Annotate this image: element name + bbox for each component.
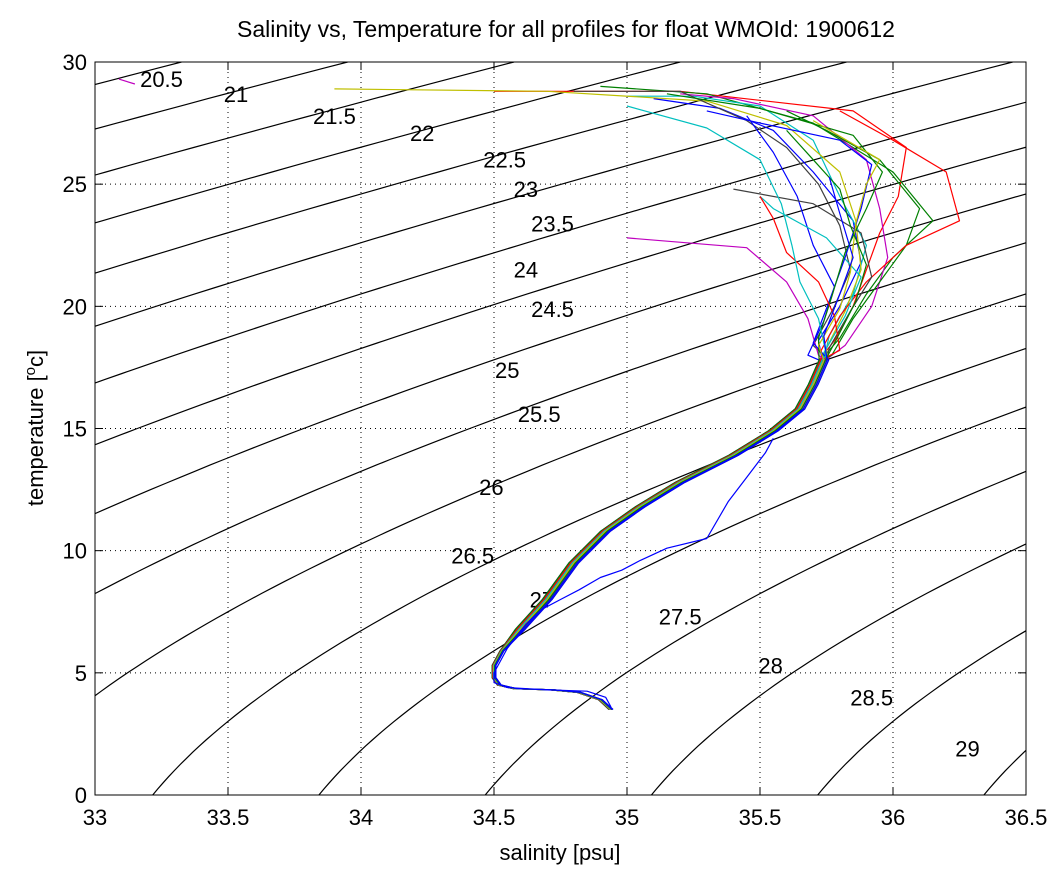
profile-line xyxy=(334,88,862,710)
profile-line xyxy=(492,85,934,710)
axis-ticks xyxy=(94,61,1027,796)
isolated-profile-segment xyxy=(118,78,136,85)
y-axis-label: temperature [oc] xyxy=(22,350,48,506)
isopycnal-label: 22 xyxy=(410,121,434,146)
profile-line xyxy=(493,195,862,710)
isopycnal-label: 25 xyxy=(495,358,519,383)
y-axis-label-main: temperature [ xyxy=(23,375,48,506)
isopycnal-label: 28.5 xyxy=(850,685,893,710)
y-axis-label-superscript: o xyxy=(22,367,39,375)
y-tick-label: 0 xyxy=(75,783,87,808)
x-tick-label: 33 xyxy=(83,805,107,830)
isopycnal-line xyxy=(95,62,681,224)
isopycnal-line xyxy=(318,406,1026,795)
x-tick-labels: 33 33.5 34 34.5 35 35.5 36 36.5 xyxy=(83,805,1048,830)
y-tick-label: 25 xyxy=(63,172,87,197)
x-axis-label: salinity [psu] xyxy=(499,840,620,865)
y-tick-label: 30 xyxy=(63,50,87,75)
isopycnal-label: 22.5 xyxy=(483,148,526,173)
profile-line xyxy=(494,188,873,710)
x-tick-label: 35.5 xyxy=(739,805,782,830)
isopycnal-label: 21 xyxy=(224,82,248,107)
isopycnal-line xyxy=(152,347,1026,795)
profile-line xyxy=(492,110,961,710)
isopycnal-label: 26 xyxy=(479,475,503,500)
isopycnal-line xyxy=(95,62,1013,327)
x-tick-label: 33.5 xyxy=(207,805,250,830)
profile-line xyxy=(492,196,841,710)
isopycnal-line xyxy=(817,630,1026,795)
isopycnal-label: 28 xyxy=(758,654,782,679)
isopycnal-label: 20.5 xyxy=(140,67,183,92)
y-tick-label: 20 xyxy=(63,294,87,319)
x-tick-label: 35 xyxy=(615,805,639,830)
isopycnal-label: 29 xyxy=(955,737,979,762)
chart-title: Salinity vs, Temperature for all profile… xyxy=(237,16,895,42)
isopycnal-line xyxy=(95,193,1026,515)
y-tick-label: 5 xyxy=(75,661,87,686)
x-tick-label: 34 xyxy=(349,805,373,830)
isopycnal-label: 23 xyxy=(514,177,538,202)
x-tick-label: 36 xyxy=(881,805,905,830)
x-tick-label: 34.5 xyxy=(473,805,516,830)
isopycnal-line xyxy=(484,470,1026,795)
isopycnal-label: 23.5 xyxy=(531,211,574,236)
anomalous-profile-line xyxy=(493,438,774,708)
isopycnal-labels: 20.5 21 21.5 22 22.5 23 23.5 24 24.5 25 25.5 26 26.5… xyxy=(140,67,980,761)
isopycnal-line xyxy=(95,293,1026,697)
isopycnal-label: 24 xyxy=(514,258,538,283)
y-axis-label-end: c] xyxy=(23,350,48,367)
isopycnal-label: 27.5 xyxy=(659,605,702,630)
isopycnal-contours xyxy=(0,62,1026,795)
isopycnal-line xyxy=(650,543,1026,795)
isopycnal-label: 26.5 xyxy=(451,544,494,569)
y-tick-label: 10 xyxy=(63,539,87,564)
isopycnal-line xyxy=(0,62,15,795)
isopycnal-label: 24.5 xyxy=(531,297,574,322)
y-tick-labels: 0 5 10 15 20 25 30 xyxy=(63,50,87,808)
isopycnal-line xyxy=(95,62,847,274)
isopycnal-line xyxy=(95,146,1026,446)
x-tick-label: 36.5 xyxy=(1005,805,1048,830)
y-tick-label: 15 xyxy=(63,417,87,442)
profile-line xyxy=(494,176,854,710)
profile-lines xyxy=(118,78,961,710)
isopycnal-line xyxy=(95,101,1026,384)
isopycnal-label: 25.5 xyxy=(518,402,561,427)
isopycnal-label: 21.5 xyxy=(313,104,356,129)
isopycnal-line xyxy=(95,242,1026,595)
